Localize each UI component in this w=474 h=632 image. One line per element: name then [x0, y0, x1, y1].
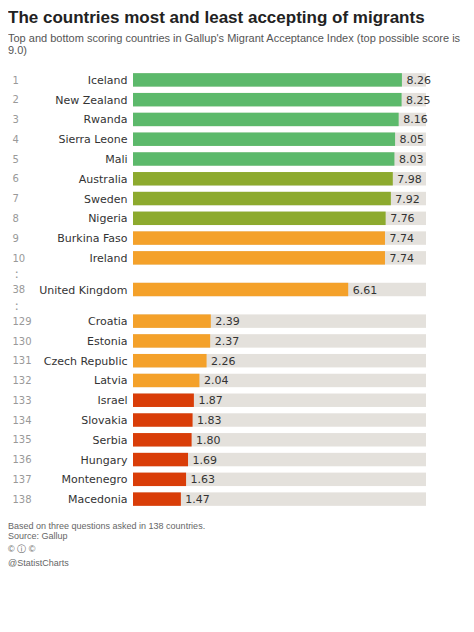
svg-text:10: 10 — [13, 253, 26, 264]
svg-text:United Kingdom: United Kingdom — [39, 284, 127, 297]
svg-text:Mali: Mali — [105, 153, 127, 166]
svg-text:2.37: 2.37 — [215, 335, 240, 348]
svg-text:138: 138 — [13, 494, 32, 505]
svg-text:6.61: 6.61 — [353, 284, 378, 297]
svg-text:Montenegro: Montenegro — [61, 473, 127, 486]
svg-text:38: 38 — [13, 284, 26, 295]
svg-text:2.39: 2.39 — [215, 315, 240, 328]
svg-text:Ireland: Ireland — [89, 252, 127, 265]
svg-text:Australia: Australia — [79, 173, 128, 186]
svg-text:Burkina Faso: Burkina Faso — [57, 232, 127, 245]
html-text:@StatistCharts: @StatistCharts — [8, 558, 69, 568]
svg-text:7.76: 7.76 — [390, 212, 415, 225]
svg-text:Latvia: Latvia — [94, 374, 128, 387]
svg-text:4: 4 — [13, 134, 19, 145]
svg-text:8.25: 8.25 — [406, 94, 431, 107]
svg-text:1.80: 1.80 — [196, 434, 221, 447]
svg-text:2.26: 2.26 — [211, 355, 236, 368]
html-text:Based on three questions asked: Based on three questions asked in 138 co… — [8, 521, 206, 541]
svg-text:Hungary: Hungary — [81, 454, 128, 467]
svg-text:129: 129 — [13, 316, 32, 327]
svg-text:131: 131 — [13, 355, 32, 366]
svg-text:135: 135 — [13, 434, 32, 445]
html-text:Top and bottom scoring countri: Top and bottom scoring countries in Gall… — [8, 32, 461, 56]
svg-text::: : — [15, 266, 19, 281]
svg-text:Slovakia: Slovakia — [81, 414, 127, 427]
svg-text:2: 2 — [13, 94, 19, 105]
svg-text:1.63: 1.63 — [191, 473, 216, 486]
svg-text:Croatia: Croatia — [88, 315, 128, 328]
svg-text:8.05: 8.05 — [400, 133, 425, 146]
svg-text:7.74: 7.74 — [389, 232, 414, 245]
svg-text:137: 137 — [13, 474, 32, 485]
svg-text:1.69: 1.69 — [193, 454, 218, 467]
svg-text:Iceland: Iceland — [88, 74, 128, 87]
svg-text:Serbia: Serbia — [92, 434, 127, 447]
svg-text:Rwanda: Rwanda — [83, 113, 127, 126]
svg-text:8.03: 8.03 — [399, 153, 424, 166]
html-text:The countries most and least a: The countries most and least accepting o… — [8, 8, 425, 27]
svg-text:8.16: 8.16 — [403, 113, 428, 126]
svg-text:Israel: Israel — [97, 394, 127, 407]
svg-text:New Zealand: New Zealand — [55, 94, 127, 107]
svg-text:1.47: 1.47 — [185, 493, 210, 506]
svg-text:7.74: 7.74 — [389, 252, 414, 265]
svg-text:133: 133 — [13, 395, 32, 406]
svg-text:Sierra Leone: Sierra Leone — [58, 133, 127, 146]
svg-text:136: 136 — [13, 454, 32, 465]
svg-text:1.87: 1.87 — [198, 394, 223, 407]
svg-text:8: 8 — [13, 213, 19, 224]
svg-text:Estonia: Estonia — [87, 335, 128, 348]
svg-text:7.98: 7.98 — [397, 173, 422, 186]
svg-text:1: 1 — [13, 75, 19, 86]
svg-text:5: 5 — [13, 154, 19, 165]
svg-text::: : — [15, 298, 19, 313]
svg-text:6: 6 — [13, 173, 19, 184]
svg-text:134: 134 — [13, 415, 32, 426]
svg-text:130: 130 — [13, 336, 32, 347]
svg-text:7: 7 — [13, 193, 19, 204]
svg-text:Macedonia: Macedonia — [68, 493, 128, 506]
svg-text:1.83: 1.83 — [197, 414, 222, 427]
svg-text:132: 132 — [13, 375, 32, 386]
svg-text:7.92: 7.92 — [395, 193, 420, 206]
svg-text:2.04: 2.04 — [204, 374, 229, 387]
svg-text:8.26: 8.26 — [406, 74, 431, 87]
svg-text:Czech Republic: Czech Republic — [44, 355, 128, 368]
svg-text:3: 3 — [13, 114, 19, 125]
svg-text:Sweden: Sweden — [84, 193, 127, 206]
svg-text:Nigeria: Nigeria — [88, 212, 127, 225]
svg-text:9: 9 — [13, 233, 19, 244]
